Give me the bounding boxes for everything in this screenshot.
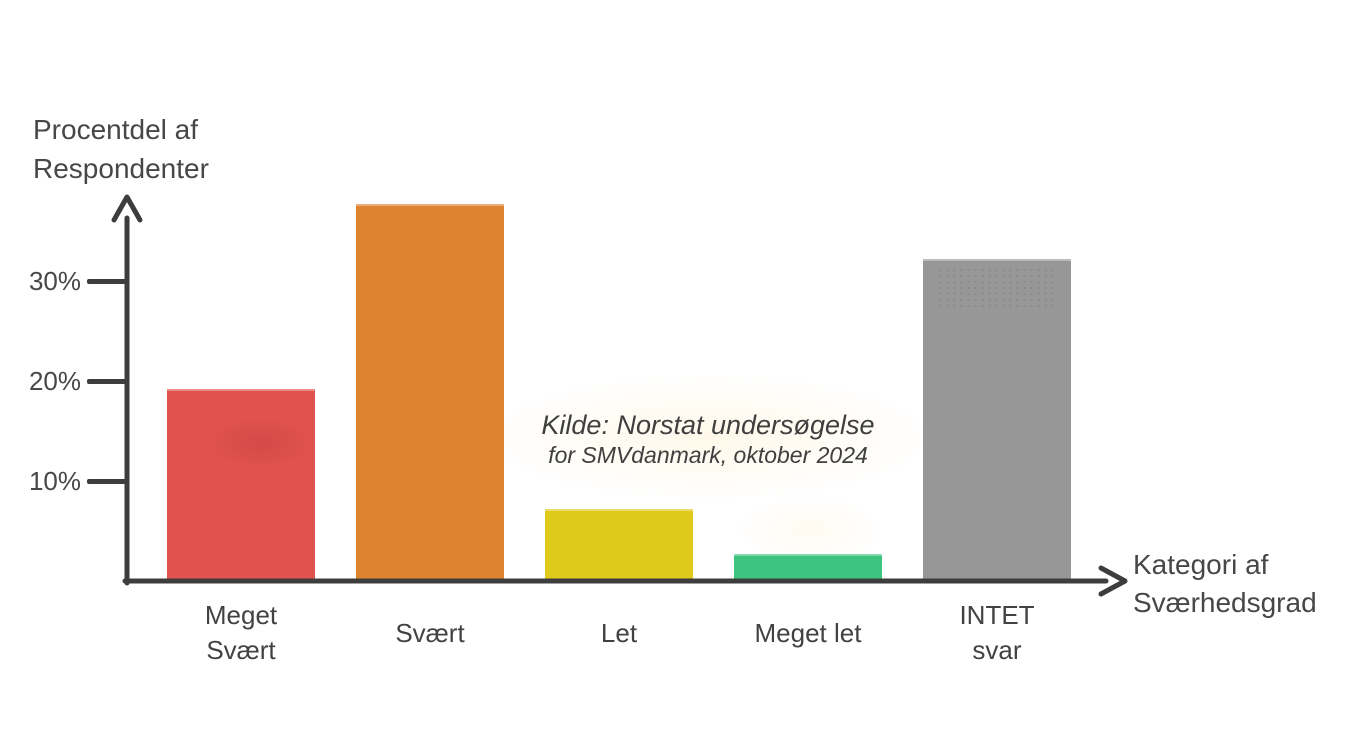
bar-let: [545, 509, 693, 579]
y-tick-label-30: 30%: [28, 266, 81, 296]
y-tick-30: [87, 279, 128, 284]
x-axis-title: Kategori af Sværhedsgrad: [1133, 549, 1317, 618]
y-tick-20: [87, 379, 128, 384]
bar-svaert: [356, 204, 504, 579]
source-annotation-line1: Kilde: Norstat undersøgelse: [541, 410, 875, 440]
bar-meget-let: [734, 554, 882, 579]
x-label-intet-svar: INTET svar: [959, 600, 1035, 665]
x-label-svaert: Svært: [395, 617, 465, 648]
y-tick-label-20: 20%: [28, 366, 81, 396]
x-label-meget-svaert: Meget Svært: [204, 600, 278, 665]
x-axis-arrow-icon: [1098, 565, 1128, 597]
y-axis-arrow-icon: [111, 194, 143, 223]
source-annotation-line2: for SMVdanmark, oktober 2024: [548, 442, 868, 468]
y-tick-label-10: 10%: [28, 466, 81, 496]
bar-intet-svar: [923, 259, 1071, 579]
y-tick-10: [87, 479, 128, 484]
x-label-let: Let: [600, 617, 638, 648]
source-annotation: Kilde: Norstat undersøgelse for SMVdanma…: [458, 410, 958, 469]
x-label-meget-let: Meget let: [754, 617, 862, 648]
bar-meget-svaert: [167, 389, 317, 579]
y-axis-title: Procentdel af Respondenter: [33, 114, 209, 184]
